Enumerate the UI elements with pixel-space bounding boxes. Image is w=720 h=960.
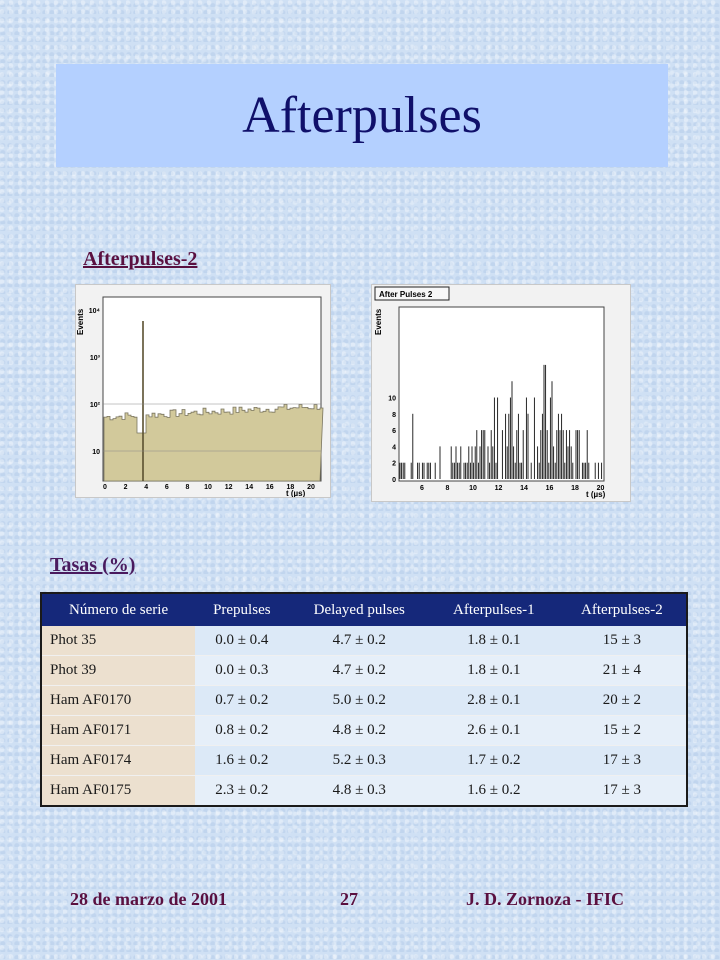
header-afterpulses-1: Afterpulses-1: [429, 593, 558, 626]
cell-value: 1.6 ± 0.2: [429, 775, 558, 807]
x-tick-label: 10: [204, 484, 212, 491]
plot-area: [398, 306, 605, 482]
y-tick-label: 6: [392, 428, 396, 435]
cell-value: 17 ± 3: [557, 745, 687, 776]
x-tick-label: 6: [165, 484, 169, 491]
panel-title: After Pulses 2: [379, 290, 433, 299]
table-row: Ham AF0171 0.8 ± 0.2 4.8 ± 0.2 2.6 ± 0.1…: [41, 715, 687, 746]
cell-value: 4.7 ± 0.2: [288, 655, 430, 686]
cell-value: 0.0 ± 0.4: [195, 626, 289, 656]
y-axis-label: Events: [374, 308, 383, 335]
cell-value: 15 ± 3: [557, 626, 687, 656]
x-tick-label: 20: [597, 485, 605, 492]
x-tick-label: 2: [124, 484, 128, 491]
table-row: Ham AF0174 1.6 ± 0.2 5.2 ± 0.3 1.7 ± 0.2…: [41, 745, 687, 776]
cell-value: 2.8 ± 0.1: [429, 685, 558, 716]
header-serie: Número de serie: [41, 593, 196, 626]
footer-page-number: 27: [340, 889, 358, 909]
x-tick-label: 14: [245, 484, 253, 491]
afterpulses-log-plot: Events 10 10² 10³ 10⁴ 0 2 4 6 8 10 12 14 16 18 20 t (…: [75, 284, 331, 498]
x-tick-label: 14: [520, 485, 528, 492]
cell-value: 0.8 ± 0.2: [195, 715, 289, 746]
histogram-fill: [103, 404, 324, 482]
cell-value: 2.3 ± 0.2: [195, 775, 289, 807]
footer-author: J. D. Zornoza - IFIC: [466, 889, 624, 909]
header-delayed: Delayed pulses: [288, 593, 430, 626]
table-caption: Tasas (%): [50, 554, 136, 576]
y-tick-label: 8: [392, 412, 396, 419]
cell-serie: Phot 35: [41, 626, 196, 656]
panel-title-box: [374, 286, 450, 301]
y-tick-label: 10⁴: [89, 308, 101, 315]
cell-value: 4.8 ± 0.2: [288, 715, 430, 746]
cell-value: 4.7 ± 0.2: [288, 626, 430, 656]
table-row: Ham AF0175 2.3 ± 0.2 4.8 ± 0.3 1.6 ± 0.2…: [41, 775, 687, 807]
header-afterpulses-2: Afterpulses-2: [557, 593, 687, 626]
cell-value: 5.0 ± 0.2: [288, 685, 430, 716]
cell-value: 2.6 ± 0.1: [429, 715, 558, 746]
cell-serie: Ham AF0170: [41, 685, 196, 716]
footer-date: 28 de marzo de 2001: [70, 889, 227, 909]
cell-value: 17 ± 3: [557, 775, 687, 807]
x-tick-label: 18: [287, 484, 295, 491]
cell-value: 0.7 ± 0.2: [195, 685, 289, 716]
rates-table: Número de serie Prepulses Delayed pulses…: [40, 592, 688, 807]
cell-value: 21 ± 4: [557, 655, 687, 686]
cell-value: 1.8 ± 0.1: [429, 655, 558, 686]
cell-value: 1.8 ± 0.1: [429, 626, 558, 656]
y-tick-label: 10³: [90, 355, 101, 362]
y-tick-label: 0: [392, 477, 396, 484]
y-tick-label: 2: [392, 461, 396, 468]
cell-serie: Ham AF0174: [41, 745, 196, 776]
cell-value: 20 ± 2: [557, 685, 687, 716]
table-row: Ham AF0170 0.7 ± 0.2 5.0 ± 0.2 2.8 ± 0.1…: [41, 685, 687, 716]
x-tick-label: 4: [144, 484, 148, 491]
header-prepulses: Prepulses: [195, 593, 289, 626]
y-tick-label: 10: [92, 449, 100, 456]
cell-value: 1.7 ± 0.2: [429, 745, 558, 776]
table-row: Phot 35 0.0 ± 0.4 4.7 ± 0.2 1.8 ± 0.1 15…: [41, 626, 687, 656]
title-band: Afterpulses: [56, 64, 668, 167]
x-tick-label: 18: [571, 485, 579, 492]
x-tick-label: 16: [266, 484, 274, 491]
x-tick-label: 8: [446, 485, 450, 492]
plots-heading: Afterpulses-2: [83, 248, 198, 270]
cell-value: 1.6 ± 0.2: [195, 745, 289, 776]
x-axis-label: t (µs): [586, 490, 606, 499]
x-tick-label: 20: [307, 484, 315, 491]
table-row: Phot 39 0.0 ± 0.3 4.7 ± 0.2 1.8 ± 0.1 21…: [41, 655, 687, 686]
afterpulses-linear-plot: After Pulses 2 Events 0 2 4 6 8 10 6 8 10 12 14 16…: [371, 284, 631, 502]
x-tick-label: 10: [469, 485, 477, 492]
x-tick-label: 12: [495, 485, 503, 492]
x-tick-label: 12: [225, 484, 233, 491]
cell-value: 15 ± 2: [557, 715, 687, 746]
x-tick-label: 6: [420, 485, 424, 492]
x-tick-label: 16: [546, 485, 554, 492]
histogram-bars: [399, 364, 603, 479]
cell-value: 5.2 ± 0.3: [288, 745, 430, 776]
y-tick-label: 10²: [90, 402, 101, 409]
cell-serie: Ham AF0171: [41, 715, 196, 746]
cell-serie: Phot 39: [41, 655, 196, 686]
cell-value: 0.0 ± 0.3: [195, 655, 289, 686]
y-axis-label: Events: [76, 308, 85, 335]
x-tick-label: 8: [185, 484, 189, 491]
cell-value: 4.8 ± 0.3: [288, 775, 430, 807]
y-tick-label: 10: [388, 396, 396, 403]
x-tick-label: 0: [103, 484, 107, 491]
y-tick-label: 4: [392, 444, 396, 451]
table-header-row: Número de serie Prepulses Delayed pulses…: [41, 593, 687, 626]
x-axis-label: t (µs): [286, 489, 306, 497]
slide-title: Afterpulses: [242, 87, 482, 144]
cell-serie: Ham AF0175: [41, 775, 196, 807]
